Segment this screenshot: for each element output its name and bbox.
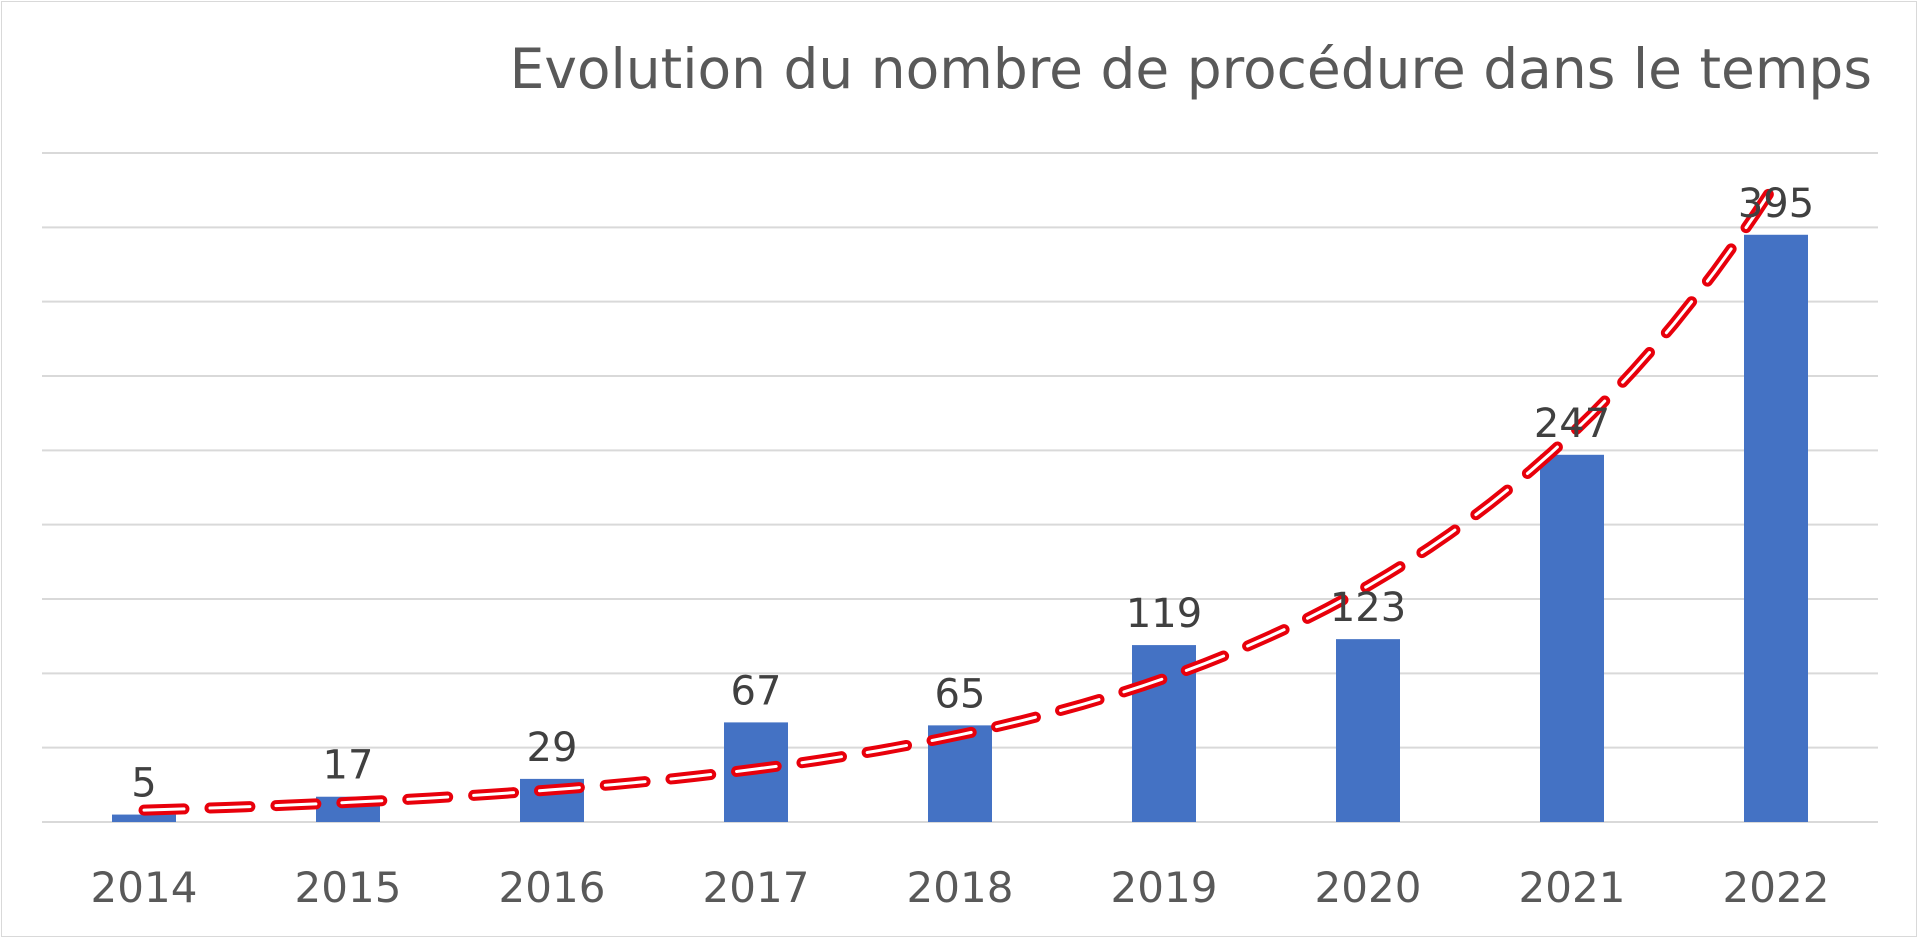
data-labels: 5 17 29 67 65 119 123 247 395: [131, 181, 1814, 807]
data-label-2014: 5: [131, 761, 156, 807]
trendline-core: [142, 181, 1778, 812]
x-tick-2022: 2022: [1723, 863, 1830, 912]
x-axis-ticks: 2014 2015 2016 2017 2018 2019 2020 2021 2022: [91, 863, 1830, 912]
x-tick-2019: 2019: [1111, 863, 1218, 912]
bar-2014: [112, 814, 176, 822]
data-label-2020: 123: [1330, 585, 1406, 631]
bar-2021: [1540, 454, 1604, 822]
gridlines: [42, 152, 1878, 823]
data-label-2018: 65: [935, 671, 986, 717]
x-tick-2017: 2017: [703, 863, 810, 912]
x-tick-2018: 2018: [907, 863, 1014, 912]
x-tick-2021: 2021: [1519, 863, 1626, 912]
x-tick-2020: 2020: [1315, 863, 1422, 912]
x-tick-2016: 2016: [499, 863, 606, 912]
x-tick-2015: 2015: [295, 863, 402, 912]
data-label-2021: 247: [1534, 401, 1610, 447]
chart-title: Evolution du nombre de procédure dans le…: [510, 37, 1872, 101]
x-tick-2014: 2014: [91, 863, 198, 912]
data-label-2016: 29: [527, 725, 578, 771]
trendline: [138, 177, 1782, 816]
data-label-2017: 67: [731, 668, 782, 714]
data-label-2019: 119: [1126, 591, 1202, 637]
bar-2022: [1744, 234, 1808, 822]
bar-2020: [1336, 639, 1400, 822]
data-label-2022: 395: [1738, 181, 1814, 227]
data-label-2015: 17: [323, 743, 374, 789]
